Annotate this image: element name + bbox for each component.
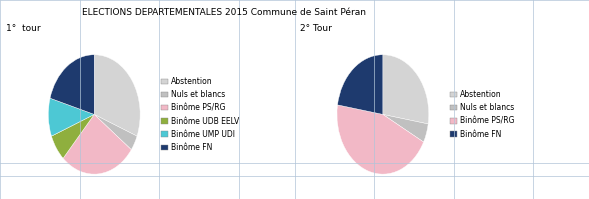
Wedge shape xyxy=(51,114,94,158)
Wedge shape xyxy=(383,55,429,124)
Text: 2° Tour: 2° Tour xyxy=(300,24,332,33)
Wedge shape xyxy=(337,105,423,174)
Wedge shape xyxy=(50,55,94,114)
Wedge shape xyxy=(48,98,94,136)
Wedge shape xyxy=(337,55,383,114)
Legend: Abstention, Nuls et blancs, Binôme PS/RG, Binôme FN: Abstention, Nuls et blancs, Binôme PS/RG… xyxy=(450,90,514,139)
Text: ELECTIONS DEPARTEMENTALES 2015 Commune de Saint Péran: ELECTIONS DEPARTEMENTALES 2015 Commune d… xyxy=(82,8,366,17)
Text: 1°  tour: 1° tour xyxy=(6,24,41,33)
Legend: Abstention, Nuls et blancs, Binôme PS/RG, Binôme UDB EELV, Binôme UMP UDI, Binôm: Abstention, Nuls et blancs, Binôme PS/RG… xyxy=(161,77,239,152)
Wedge shape xyxy=(63,114,131,174)
Wedge shape xyxy=(94,114,137,150)
Wedge shape xyxy=(383,114,428,142)
Wedge shape xyxy=(94,55,140,136)
